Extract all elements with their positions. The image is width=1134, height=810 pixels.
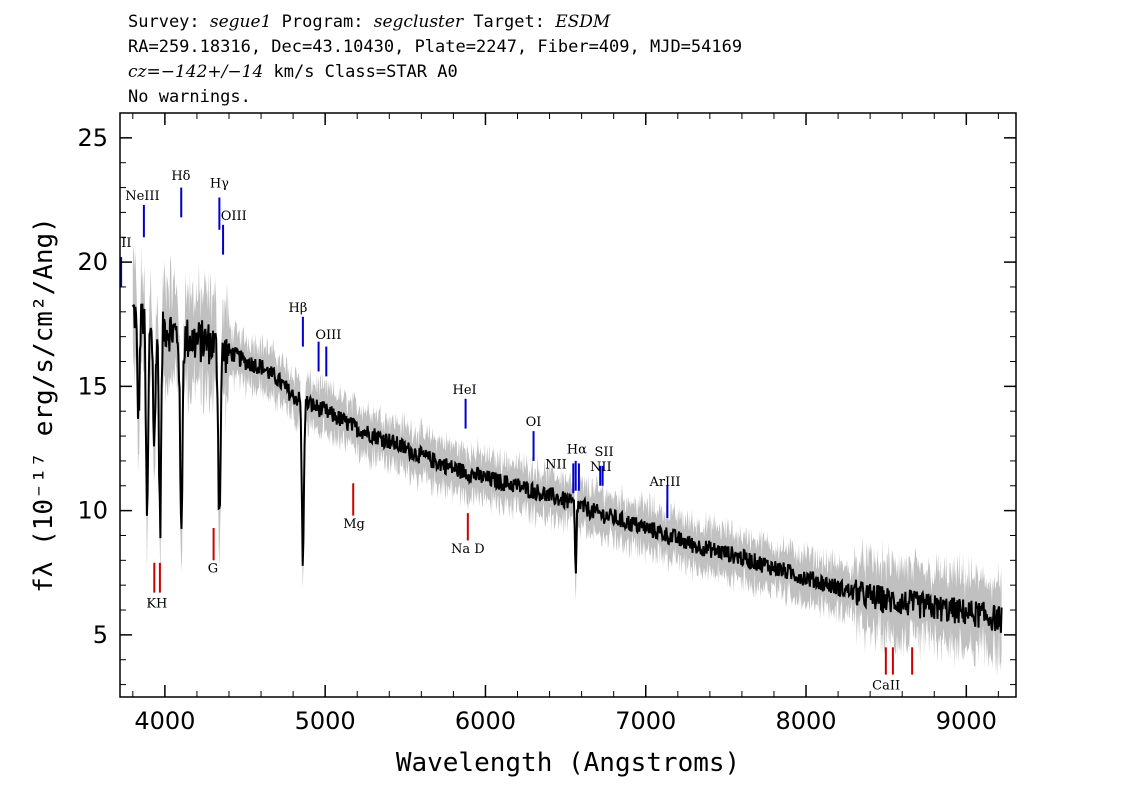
- line-label: G: [208, 562, 218, 577]
- line-label: Hα: [567, 442, 587, 457]
- redshift-value: cz=−142+/−14: [128, 62, 264, 82]
- header-line-survey: Survey: segue1 Program: segcluster Targe…: [128, 12, 611, 32]
- x-tick-label: 6000: [455, 707, 516, 735]
- line-label: NeIII: [125, 189, 159, 204]
- line-label: OIII: [315, 328, 341, 343]
- plot-frame: [119, 112, 1017, 698]
- x-tick-label: 5000: [295, 707, 356, 735]
- y-tick-label: 15: [77, 372, 108, 400]
- x-tick-label: 7000: [615, 707, 676, 735]
- line-label: Hβ: [288, 301, 307, 316]
- line-label: OIII: [221, 209, 247, 224]
- x-axis-title: Wavelength (Angstroms): [396, 748, 740, 778]
- y-tick-label: 25: [77, 124, 108, 152]
- line-label: SII: [594, 445, 613, 460]
- line-label: ArIII: [648, 475, 680, 490]
- header-line-redshift: cz=−142+/−14 km/s Class=STAR A0: [128, 62, 458, 82]
- line-label: II: [121, 236, 131, 251]
- x-tick-label: 4000: [134, 707, 195, 735]
- line-label: NII: [590, 460, 612, 475]
- program-name: segcluster: [373, 12, 464, 32]
- line-label: OI: [526, 415, 542, 430]
- y-tick-label: 10: [77, 497, 108, 525]
- line-label: NII: [545, 457, 567, 472]
- line-label: Mg: [343, 517, 365, 532]
- survey-name: segue1: [209, 12, 272, 32]
- x-tick-label: 8000: [775, 707, 836, 735]
- header-line-warnings: No warnings.: [128, 87, 251, 107]
- line-label: HeI: [453, 383, 477, 398]
- flux-series-line: [131, 303, 1003, 633]
- error-band: [132, 243, 1002, 677]
- line-label: Hγ: [210, 177, 229, 192]
- y-tick-label: 20: [77, 248, 108, 276]
- y-axis-title: fλ (10⁻¹⁷ erg/s/cm²/Ang): [29, 217, 59, 593]
- line-label: Hδ: [171, 169, 190, 184]
- header-line-coordinates: RA=259.18316, Dec=43.10430, Plate=2247, …: [128, 37, 743, 57]
- line-label: Na D: [451, 542, 485, 557]
- line-label: CaII: [872, 679, 900, 694]
- x-tick-label: 9000: [936, 707, 997, 735]
- target-name: ESDM: [555, 12, 611, 32]
- y-tick-label: 5: [93, 621, 108, 649]
- line-label: KH: [146, 597, 167, 612]
